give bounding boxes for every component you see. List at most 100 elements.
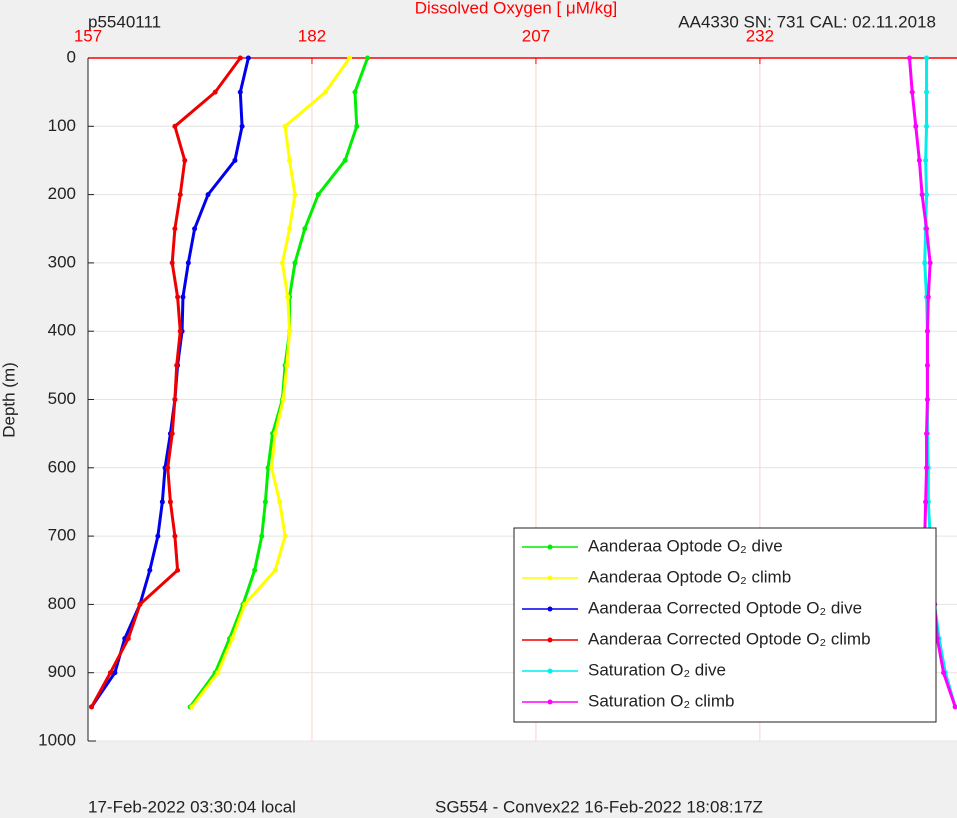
- point: [909, 89, 915, 95]
- point: [239, 123, 245, 129]
- point: [252, 567, 258, 573]
- legend-swatch-dot: [547, 606, 553, 612]
- point: [924, 123, 930, 129]
- point: [205, 192, 211, 198]
- point: [922, 260, 928, 266]
- y-axis-label: Depth (m): [0, 362, 18, 438]
- point: [919, 192, 925, 198]
- point: [177, 328, 183, 334]
- point: [292, 260, 298, 266]
- point: [284, 362, 290, 368]
- point: [192, 226, 198, 232]
- point: [282, 533, 288, 539]
- point: [237, 55, 243, 61]
- point: [285, 294, 291, 300]
- series-line: [90, 57, 242, 708]
- point: [232, 157, 238, 163]
- point: [315, 192, 321, 198]
- point: [280, 397, 286, 402]
- y-tick-label: 600: [48, 457, 76, 476]
- point: [147, 567, 153, 573]
- point: [342, 157, 348, 163]
- point: [272, 431, 278, 437]
- x-tick-label: 232: [746, 26, 774, 45]
- point: [177, 192, 183, 198]
- point: [155, 533, 161, 539]
- point: [913, 123, 919, 129]
- y-tick-label: 900: [48, 662, 76, 681]
- point: [237, 89, 243, 95]
- series-line: [190, 57, 351, 708]
- x-tick-label: 182: [298, 26, 326, 45]
- point: [272, 567, 278, 573]
- chart-title: Dissolved Oxygen [ μM/kg]: [415, 0, 618, 17]
- point: [322, 89, 328, 95]
- point: [924, 362, 930, 368]
- point: [172, 226, 178, 232]
- y-tick-label: 100: [48, 116, 76, 135]
- legend-swatch-dot: [547, 699, 553, 705]
- legend-box: [513, 527, 937, 723]
- point: [302, 226, 308, 232]
- legend-label: Aanderaa Optode O₂ climb: [588, 567, 791, 586]
- point: [287, 328, 293, 334]
- point: [137, 601, 143, 607]
- point: [125, 636, 131, 642]
- point: [172, 533, 178, 539]
- point: [259, 533, 265, 539]
- point: [924, 431, 930, 437]
- point: [924, 397, 930, 402]
- point: [941, 670, 947, 676]
- point: [245, 55, 251, 61]
- point: [924, 226, 930, 232]
- point: [347, 55, 353, 61]
- point: [287, 157, 293, 163]
- point: [916, 157, 922, 163]
- point: [165, 465, 171, 471]
- point: [180, 294, 186, 300]
- y-tick-label: 800: [48, 594, 76, 613]
- point: [269, 465, 275, 471]
- y-tick-label: 700: [48, 526, 76, 545]
- point: [174, 362, 180, 368]
- y-tick-label: 500: [48, 389, 76, 408]
- footer-left: 17-Feb-2022 03:30:04 local: [88, 797, 296, 816]
- point: [287, 226, 293, 232]
- point: [927, 260, 933, 266]
- point: [107, 670, 113, 676]
- point: [365, 55, 371, 61]
- point: [185, 260, 191, 266]
- point: [242, 601, 248, 607]
- point: [924, 192, 930, 198]
- point: [112, 670, 118, 676]
- point: [292, 192, 298, 198]
- subtitle-right: AA4330 SN: 731 CAL: 02.11.2018: [678, 12, 936, 31]
- point: [229, 636, 235, 642]
- legend-swatch-dot: [547, 544, 553, 550]
- point: [169, 431, 175, 437]
- legend-label: Aanderaa Corrected Optode O₂ dive: [588, 598, 862, 617]
- footer-right: SG554 - Convex22 16-Feb-2022 18:08:17Z: [435, 797, 763, 816]
- y-tick-label: 300: [48, 252, 76, 271]
- legend-label: Saturation O₂ dive: [588, 660, 726, 679]
- point: [215, 670, 221, 676]
- y-tick-label: 400: [48, 321, 76, 340]
- point: [354, 123, 360, 129]
- y-tick-label: 0: [67, 47, 76, 66]
- subtitle-left: p5540111: [88, 12, 161, 31]
- point: [924, 55, 930, 61]
- point: [182, 157, 188, 163]
- point: [279, 260, 285, 266]
- y-tick-label: 200: [48, 184, 76, 203]
- point: [175, 567, 181, 573]
- point: [952, 704, 957, 710]
- point: [277, 499, 283, 505]
- point: [262, 499, 268, 505]
- point: [925, 294, 931, 300]
- point: [189, 704, 195, 710]
- point: [175, 294, 181, 300]
- point: [282, 123, 288, 129]
- point: [924, 328, 930, 334]
- point: [89, 704, 95, 710]
